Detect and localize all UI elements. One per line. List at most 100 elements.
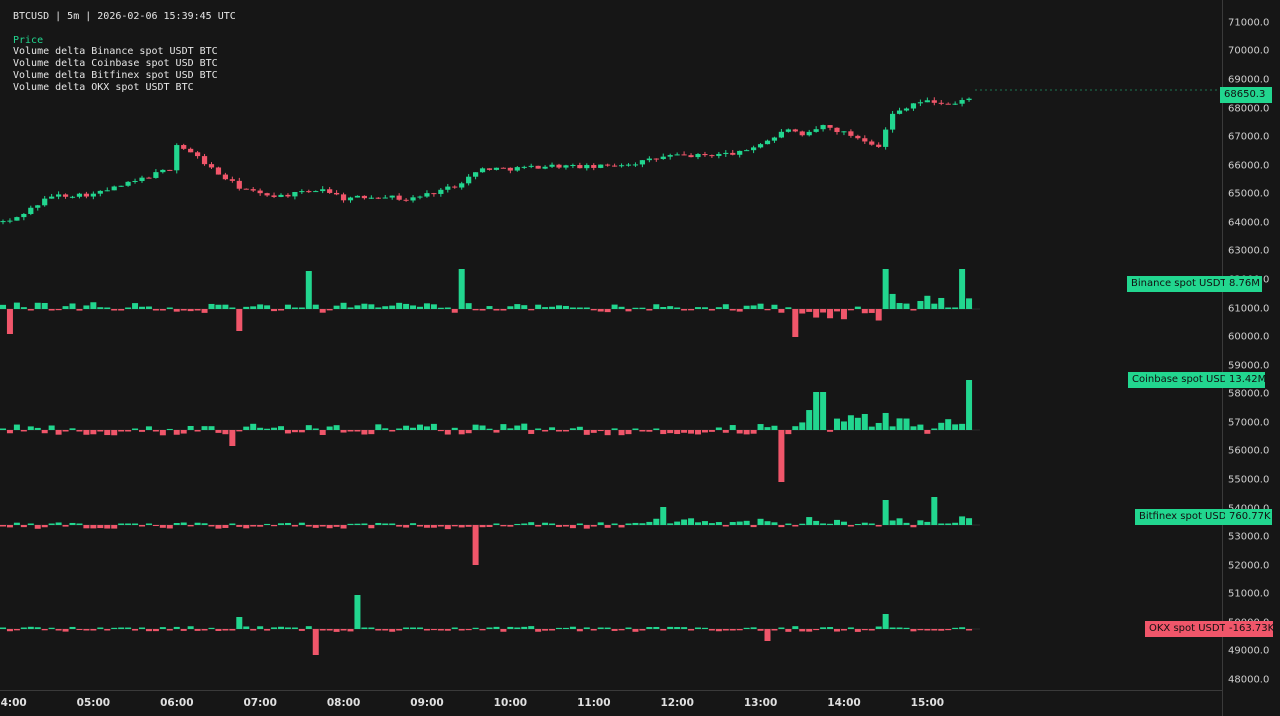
candle-body (153, 172, 159, 178)
candle-body (320, 189, 326, 192)
binance-delta-bar (715, 307, 722, 309)
bitfinex-delta-bar (681, 519, 688, 525)
bitfinex-delta-bar (257, 525, 264, 527)
bitfinex-delta-bar (375, 522, 382, 525)
okx-delta-bar (326, 629, 333, 631)
coinbase-delta-bar (97, 430, 104, 432)
legend-price[interactable]: Price (13, 35, 44, 46)
candle-body (535, 165, 541, 169)
bitfinex-delta-bar (917, 520, 924, 525)
time-axis-tick: 11:00 (577, 697, 611, 709)
coinbase-delta-bar (778, 430, 785, 482)
coinbase-delta-bar (375, 424, 382, 430)
binance-delta-bar (827, 309, 834, 319)
candle-body (208, 164, 215, 168)
bitfinex-delta-bar (215, 525, 222, 529)
bitfinex-delta-bar (542, 522, 549, 525)
okx-delta-bar (27, 626, 34, 629)
bitfinex-delta-bar (854, 523, 861, 525)
coinbase-delta-bar (500, 424, 507, 430)
okx-delta-bar (278, 626, 284, 629)
candle-body (632, 164, 639, 166)
time-axis[interactable] (0, 690, 1222, 716)
coinbase-delta-bar (959, 423, 966, 430)
candle-body (667, 155, 673, 157)
price-axis-tick: 56000.0 (1228, 445, 1270, 457)
okx-delta-bar (771, 629, 778, 631)
okx-delta-bar (778, 627, 785, 629)
candle-body (792, 129, 798, 132)
candle-body (125, 181, 131, 186)
binance-delta-bar (681, 309, 688, 311)
binance-delta-bar (736, 309, 743, 312)
candle-body (313, 191, 319, 193)
candle-body (42, 198, 48, 206)
binance-delta-bar (632, 307, 639, 309)
coinbase-delta-bar (347, 430, 354, 432)
bitfinex-delta-bar (347, 523, 354, 525)
coinbase-delta-bar (542, 430, 549, 432)
bitfinex-delta-bar (903, 522, 910, 525)
coinbase-series-label: Coinbase spot USD (1128, 372, 1232, 388)
okx-delta-bar (681, 627, 688, 629)
binance-last-value: 8.76M (1225, 276, 1262, 292)
coinbase-delta-bar (806, 410, 813, 430)
candle-body (243, 188, 249, 190)
candle-body (250, 189, 256, 191)
coinbase-delta-bar (417, 424, 423, 430)
candle-body (438, 189, 444, 194)
binance-delta-bar (291, 307, 298, 309)
binance-delta-bar (48, 309, 55, 311)
okx-delta-bar (507, 626, 514, 629)
coinbase-delta-bar (562, 430, 569, 432)
bitfinex-delta-bar (952, 522, 959, 525)
okx-delta-bar (785, 629, 792, 632)
coinbase-delta-bar (639, 430, 646, 432)
bitfinex-delta-bar (583, 525, 590, 529)
bitfinex-delta-bar (90, 525, 97, 529)
legend-okx[interactable]: Volume delta OKX spot USDT BTC (13, 82, 194, 93)
okx-delta-bar (945, 629, 952, 631)
candle-body (514, 167, 520, 171)
chart-area[interactable]: BTCUSD | 5m | 2026-02-06 15:39:45 UTC Pr… (0, 0, 1222, 690)
bitfinex-delta-bar (69, 522, 76, 525)
legend-coinbase[interactable]: Volume delta Coinbase spot USD BTC (13, 58, 218, 69)
legend-binance[interactable]: Volume delta Binance spot USDT BTC (13, 46, 218, 57)
bitfinex-delta-bar (340, 525, 347, 529)
bitfinex-delta-bar (13, 522, 20, 525)
coinbase-delta-bar (41, 430, 48, 434)
coinbase-delta-bar (361, 430, 368, 435)
bitfinex-delta-bar (792, 525, 799, 527)
time-axis-tick: 13:00 (743, 697, 778, 709)
candle-body (0, 221, 6, 223)
bitfinex-delta-bar (834, 519, 840, 525)
candle-body (507, 167, 513, 171)
binance-delta-bar (597, 309, 604, 312)
price-axis-tick: 64000.0 (1228, 217, 1270, 229)
bitfinex-delta-bar (368, 525, 375, 529)
binance-delta-bar (750, 305, 757, 309)
binance-delta-bar (222, 304, 229, 309)
binance-delta-bar (882, 269, 889, 309)
binance-delta-bar (771, 304, 778, 309)
candle-body (139, 177, 145, 181)
candle-body (896, 110, 903, 114)
binance-delta-bar (104, 307, 111, 309)
candle-body (486, 168, 493, 170)
price-axis[interactable] (1222, 0, 1280, 716)
coinbase-delta-bar (597, 430, 604, 432)
binance-delta-bar (834, 309, 840, 312)
bitfinex-delta-bar (966, 518, 973, 525)
binance-delta-bar (479, 309, 486, 311)
bitfinex-delta-bar (743, 520, 750, 525)
okx-delta-bar (646, 627, 653, 629)
okx-delta-bar (959, 627, 966, 629)
bitfinex-delta-bar (194, 522, 201, 525)
legend-bitfinex[interactable]: Volume delta Bitfinex spot USD BTC (13, 70, 218, 81)
binance-delta-bar (959, 269, 966, 309)
coinbase-delta-bar (76, 430, 83, 432)
candle-body (459, 183, 465, 188)
candle-body (382, 197, 388, 199)
bitfinex-delta-bar (319, 525, 326, 527)
binance-delta-bar (90, 302, 97, 309)
